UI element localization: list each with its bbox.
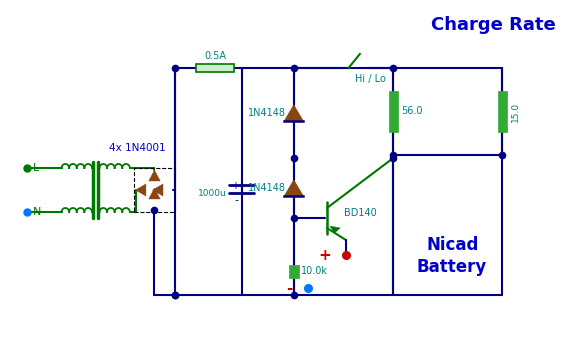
Text: 1N4148: 1N4148 [248, 108, 286, 118]
Text: Battery: Battery [417, 258, 487, 276]
Polygon shape [136, 184, 146, 196]
Bar [497, 91, 507, 132]
Bar [134, 168, 175, 212]
Text: Charge Rate: Charge Rate [431, 16, 556, 34]
Polygon shape [284, 180, 304, 196]
Text: 0.5A: 0.5A [204, 51, 226, 61]
Text: -: - [286, 280, 292, 295]
Text: N: N [33, 207, 42, 217]
Polygon shape [284, 105, 304, 121]
Text: 10.0k: 10.0k [301, 266, 328, 276]
Bar [196, 64, 234, 72]
Text: Nicad: Nicad [426, 236, 479, 254]
Text: 56.0: 56.0 [401, 106, 422, 117]
Text: 15.0: 15.0 [511, 102, 520, 121]
Text: 4x 1N4001: 4x 1N4001 [109, 143, 166, 153]
Text: Hi / Lo: Hi / Lo [355, 74, 387, 84]
Bar [289, 265, 298, 278]
Text: +: + [319, 248, 331, 263]
Polygon shape [152, 184, 163, 196]
Text: 1000u: 1000u [198, 188, 227, 197]
Text: BD140: BD140 [344, 208, 377, 218]
Polygon shape [330, 226, 340, 233]
Text: +: + [231, 181, 239, 191]
Polygon shape [149, 170, 160, 181]
Bar [388, 91, 398, 132]
Polygon shape [149, 188, 160, 199]
Text: L: L [33, 163, 39, 173]
Text: -: - [235, 195, 239, 205]
Text: 1N4148: 1N4148 [248, 183, 286, 193]
